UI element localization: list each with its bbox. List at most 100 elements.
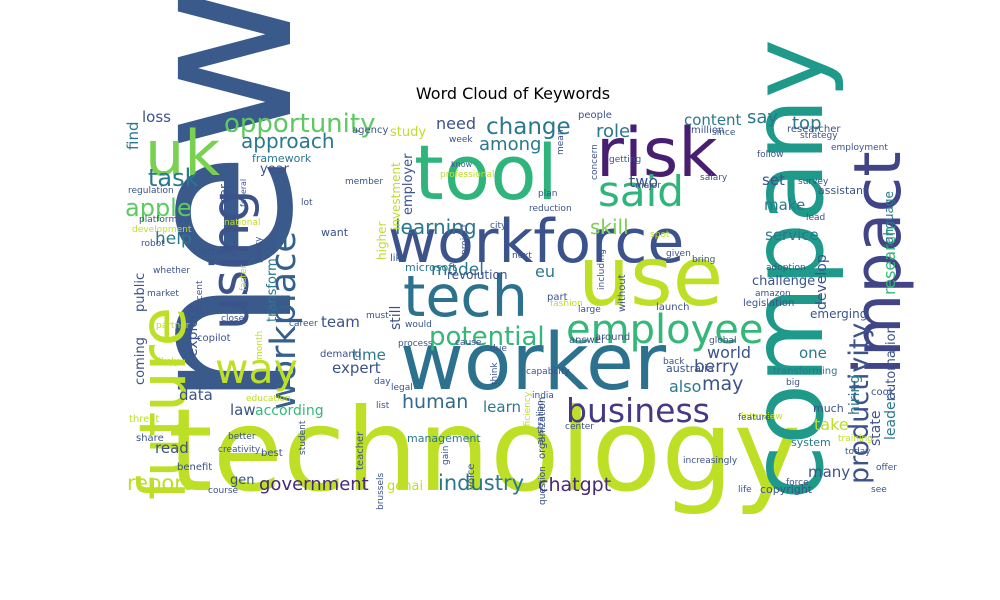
word-human: human [402, 391, 468, 413]
word-likely: likely [156, 357, 180, 367]
word-set: set [762, 171, 785, 189]
word-big: big [786, 378, 800, 388]
word-salary: salary [700, 173, 728, 183]
word-better: better [228, 432, 256, 442]
word-workplace: workplace [264, 231, 304, 410]
word-education: education [246, 394, 291, 404]
word-make: make [764, 196, 805, 214]
word-much: much [813, 402, 844, 415]
word-professional: professional [440, 170, 495, 180]
word-hiring: hiring [847, 375, 863, 415]
word-emerging: emerging [810, 307, 867, 321]
word-benefit: benefit [177, 462, 212, 473]
word-cook: cook [871, 387, 895, 398]
word-capability: capability [526, 367, 570, 377]
word-tech: tech [403, 264, 528, 330]
word-think: think [490, 362, 500, 385]
word-framework: framework [252, 152, 312, 165]
word-without: without [617, 274, 628, 312]
word-whether: whether [153, 266, 190, 276]
word-chatgpt: chatgpt [538, 474, 611, 496]
word-major: major [635, 181, 661, 191]
word-week: week [449, 135, 473, 145]
word-business: business [566, 391, 710, 430]
word-would: would [405, 320, 432, 330]
word-may: may [702, 373, 743, 395]
word-data: data [179, 386, 213, 404]
word-learn: learn [483, 398, 521, 416]
word-expert: expert [332, 359, 381, 377]
word-company: company [729, 39, 846, 500]
word-know: know [451, 160, 473, 169]
word-including: including [597, 249, 607, 290]
word-study: study [390, 125, 426, 140]
word-want: want [321, 226, 349, 239]
word-uk: uk [145, 117, 220, 190]
word-employment: employment [831, 143, 888, 153]
word-center: center [565, 422, 594, 432]
word-course: course [208, 486, 239, 496]
word-percent: percent [195, 280, 205, 315]
word-approach: approach [241, 129, 335, 153]
word-adoption: adoption [766, 263, 806, 273]
word-national: national [224, 218, 260, 228]
word-market: market [147, 289, 179, 299]
word-among: among [479, 134, 541, 155]
word-global: global [709, 336, 736, 346]
word-report: report [127, 471, 191, 495]
word-next: next [512, 251, 532, 261]
word-federal: federal [239, 179, 248, 207]
word-concern: concern [590, 144, 600, 180]
word-process: process [398, 339, 433, 349]
word-potential: potential [429, 322, 545, 352]
word-bring: bring [692, 255, 715, 265]
word-microsoft: microsoft [405, 261, 457, 274]
word-year: year [260, 162, 290, 177]
word-world: world [707, 343, 751, 362]
word-role: role [596, 121, 630, 142]
word-legislation: legislation [743, 298, 794, 309]
word-india: india [532, 391, 554, 401]
word-training: training [838, 434, 873, 444]
word-use: use [578, 230, 723, 325]
word-question: question [538, 466, 548, 505]
word-spot: spot [650, 230, 670, 240]
word-demand: demand [320, 349, 361, 360]
word-time: time [352, 346, 386, 364]
word-best: best [261, 448, 283, 459]
word-around: around [595, 332, 630, 343]
word-gen: gen [230, 473, 255, 488]
word-day: day [374, 377, 391, 387]
word-future: future [127, 307, 201, 500]
word-creativity: creativity [218, 445, 261, 455]
word-development: development [132, 225, 192, 235]
word-tool: tool [414, 128, 558, 217]
word-employee: employee [566, 307, 763, 353]
word-given: given [666, 249, 691, 259]
word-city: city [490, 221, 507, 231]
word-berry: berry [694, 357, 739, 377]
word-fashion: fashion [550, 299, 583, 309]
word-explore: explore [185, 305, 201, 357]
word-worker: worker [400, 318, 667, 408]
word-content: content [684, 111, 742, 129]
word-revolution: revolution [447, 268, 507, 282]
word-industry: industry [438, 471, 524, 495]
word-system: system [791, 436, 831, 449]
word-australia: australia [666, 362, 714, 375]
word-apple: apple [125, 194, 192, 222]
word-research: research [880, 226, 899, 295]
word-brussels: brussels [376, 472, 386, 510]
word-must: must [366, 311, 389, 321]
word-organization: organization [537, 397, 548, 459]
word-according: according [255, 403, 324, 419]
chart-title: Word Cloud of Keywords [415, 84, 611, 103]
word-find: find [124, 122, 142, 150]
word-life: life [738, 485, 752, 495]
word-actually: actually [201, 247, 237, 257]
word-using: using [201, 190, 261, 330]
word-learning: learning [395, 215, 477, 239]
word-lead: lead [806, 213, 825, 223]
word-cause: cause [455, 338, 482, 348]
